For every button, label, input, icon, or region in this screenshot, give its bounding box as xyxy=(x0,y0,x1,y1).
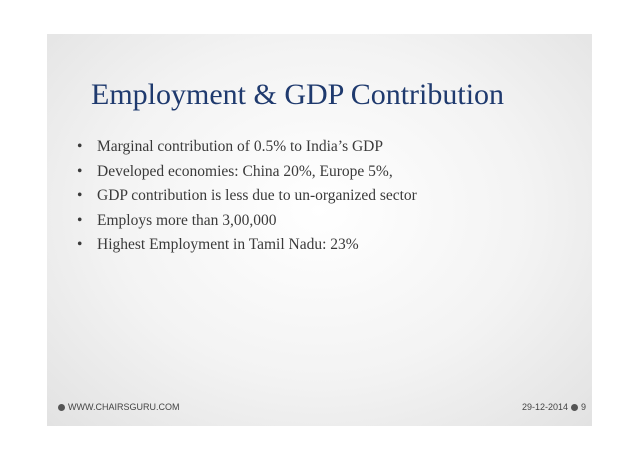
bullet: GDP contribution is less due to un-organ… xyxy=(77,187,417,212)
slide: Employment & GDP Contribution Marginal c… xyxy=(47,34,592,426)
bullet: Marginal contribution of 0.5% to India’s… xyxy=(77,138,417,163)
page-number: 9 xyxy=(580,402,586,412)
bullet-list: Marginal contribution of 0.5% to India’s… xyxy=(77,138,417,261)
footer-dot xyxy=(58,404,65,411)
footer-right: 29-12-2014 9 xyxy=(522,402,586,412)
footer-dot xyxy=(570,404,578,411)
bullet: Highest Employment in Tamil Nadu: 23% xyxy=(77,236,417,261)
footer-left: WWW.CHAIRSGURU.COM xyxy=(55,402,180,412)
footer-website: WWW.CHAIRSGURU.COM xyxy=(68,402,180,412)
footer-date: 29-12-2014 xyxy=(521,402,568,412)
bullet: Employs more than 3,00,000 xyxy=(77,212,417,237)
slide-title: Employment & GDP Contribution xyxy=(91,78,505,111)
bullet: Developed economies: China 20%, Europe 5… xyxy=(77,163,417,188)
